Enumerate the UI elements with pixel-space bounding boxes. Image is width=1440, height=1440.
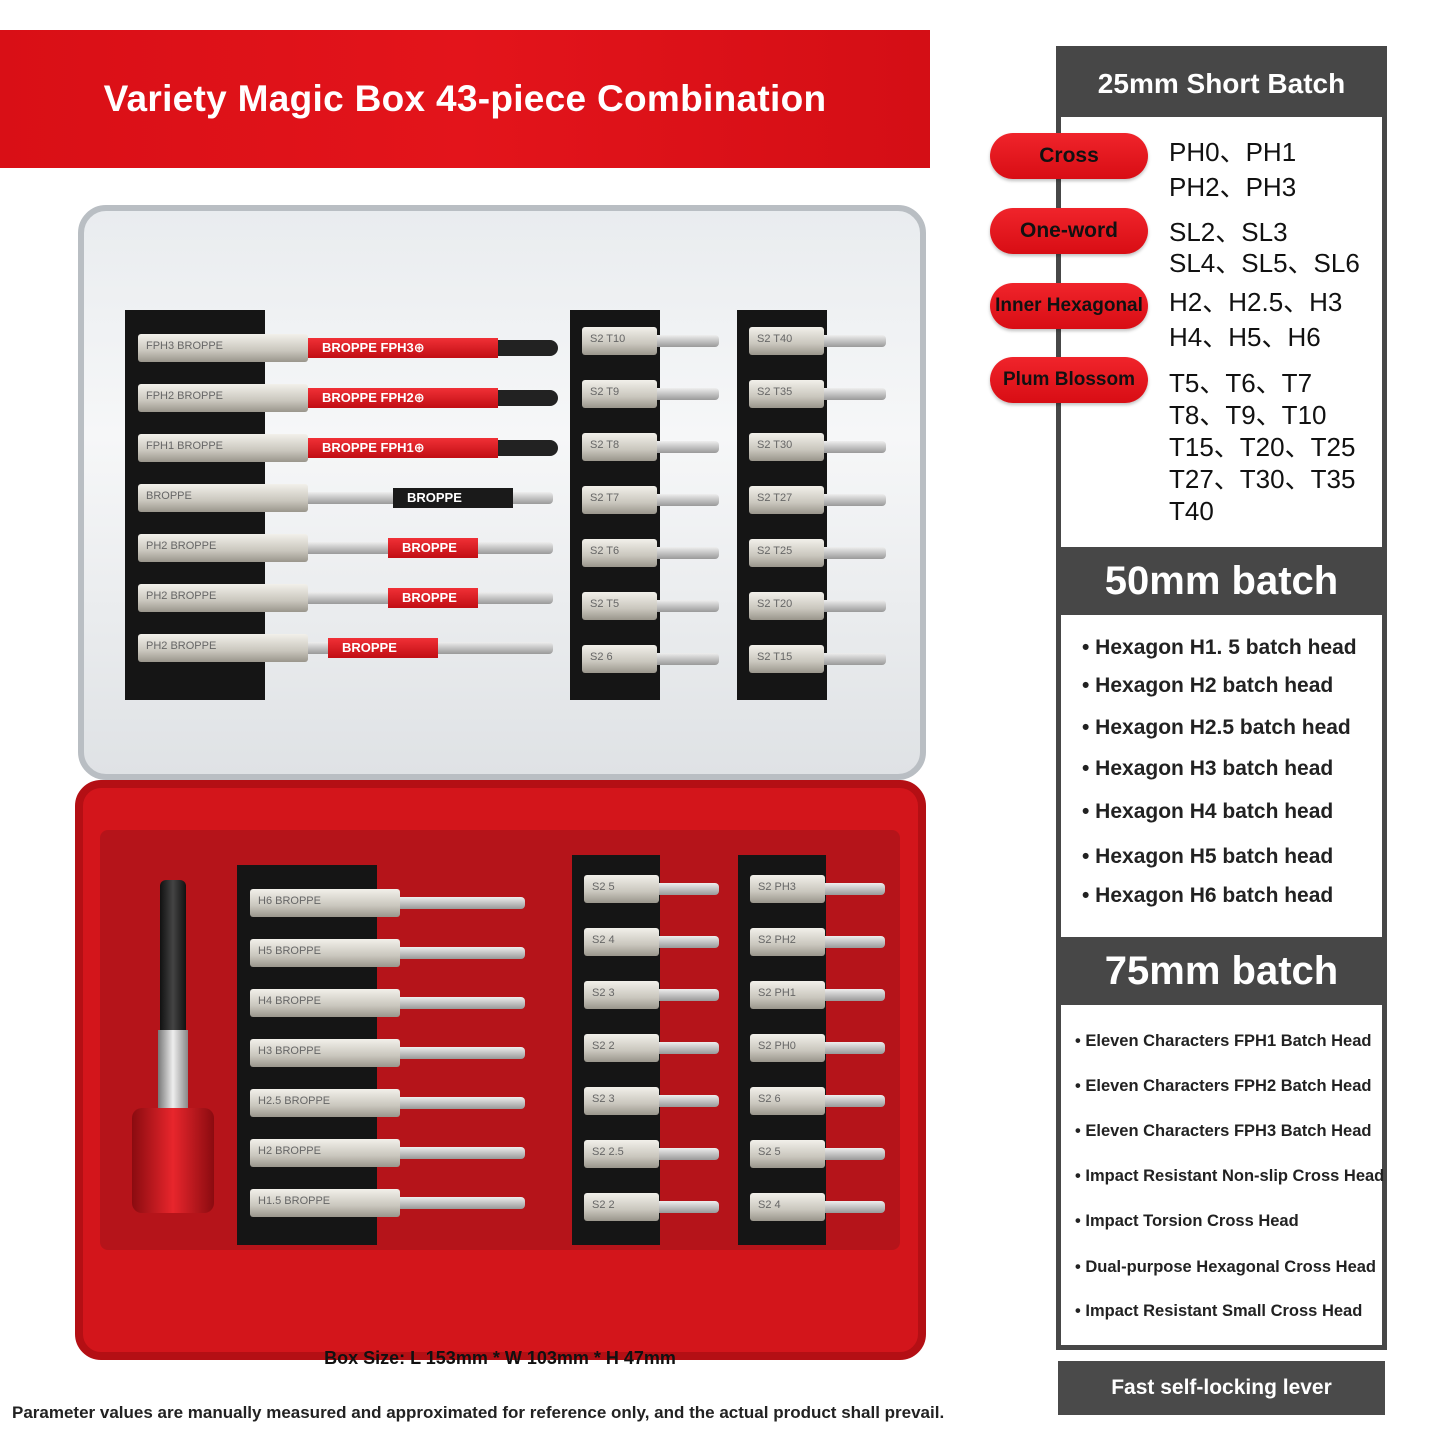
75mm-item: • Eleven Characters FPH2 Batch Head [1075,1077,1372,1095]
75mm-item: • Impact Torsion Cross Head [1075,1212,1299,1230]
bit-band-label: BROPPE FPH1⊕ [308,438,498,458]
bit-label: S2 PH3 [758,881,796,893]
bit-label: BROPPE [146,490,192,502]
short-batch-header: 25mm Short Batch [1061,51,1382,117]
75mm-item: • Impact Resistant Non-slip Cross Head [1075,1167,1385,1185]
category-one-word: One-word [990,208,1148,254]
hexagonal-codes: H2、H2.5、H3 H4、H5、H6 [1169,287,1343,352]
75mm-item: • Dual-purpose Hexagonal Cross Head [1075,1258,1377,1276]
title-banner: Variety Magic Box 43-piece Combination [0,30,930,168]
75mm-item: • Impact Resistant Small Cross Head [1075,1302,1363,1320]
banner-title: Variety Magic Box 43-piece Combination [103,78,827,119]
bit-label: S2 T35 [757,386,793,398]
bit-label: S2 T6 [590,545,620,557]
bit-label: S2 4 [758,1199,781,1211]
bit-label: S2 T15 [757,651,793,663]
50mm-batch-header: 50mm batch [1061,547,1382,615]
50mm-item: • Hexagon H1. 5 batch head [1082,636,1357,659]
bit-label: H5 BROPPE [258,945,321,957]
bit-label: S2 T8 [590,439,620,451]
bit-label: S2 3 [592,1093,615,1105]
bit-label: PH2 BROPPE [146,640,217,652]
bit-label: S2 T30 [757,439,793,451]
bit-label: H2 BROPPE [258,1145,321,1157]
box-size: Box Size: L 153mm * W 103mm * H 47mm [324,1348,676,1368]
plum-codes: T5、T6、T7 T8、T9、T10 T15、T20、T25 T27、T30、T35 T… [1169,368,1356,526]
bit-label: S2 5 [592,881,615,893]
bit-label: FPH2 BROPPE [146,390,224,402]
bit-label: S2 4 [592,934,615,946]
one-word-codes: SL2、SL3 SL4、SL5、SL6 [1169,217,1360,278]
spec-panel: 25mm Short Batch 50mm batch 75mm batch [1056,46,1387,1350]
bit-label: H3 BROPPE [258,1045,321,1057]
75mm-item: • Eleven Characters FPH3 Batch Head [1075,1122,1372,1140]
50mm-item: • Hexagon H3 batch head [1082,757,1334,780]
50mm-item: • Hexagon H4 batch head [1082,800,1334,823]
bit-label: H6 BROPPE [258,895,321,907]
disclaimer: Parameter values are manually measured a… [12,1403,945,1422]
bit-label: S2 3 [592,987,615,999]
bit-label: H1.5 BROPPE [258,1195,331,1207]
bit-label: S2 T5 [590,598,620,610]
bit-label: S2 T25 [757,545,793,557]
bit-band-label: BROPPE [328,638,438,658]
bit-label: S2 2 [592,1040,615,1052]
bit-label: S2 2 [592,1199,615,1211]
50mm-item: • Hexagon H2 batch head [1082,674,1334,697]
bit-label: S2 6 [758,1093,781,1105]
75mm-batch-header: 75mm batch [1061,937,1382,1005]
bit-band-label: BROPPE FPH3⊕ [308,338,498,358]
category-cross: Cross [990,133,1148,179]
50mm-item: • Hexagon H5 batch head [1082,845,1334,868]
bit-band-label: BROPPE [388,588,478,608]
bit-label: S2 T27 [757,492,793,504]
bit-label: S2 T10 [590,333,626,345]
bit-label: PH2 BROPPE [146,590,217,602]
50mm-item: • Hexagon H2.5 batch head [1082,716,1351,739]
bit-label: S2 T40 [757,333,793,345]
bit-label: H2.5 BROPPE [258,1095,331,1107]
cross-codes: PH0、PH1 PH2、PH3 [1169,137,1297,202]
bit-label: S2 PH2 [758,934,796,946]
bit-label: S2 T20 [757,598,793,610]
fast-self-locking-lever-label: Fast self-locking lever [1058,1361,1385,1415]
bit-label: H4 BROPPE [258,995,321,1007]
bit-label: FPH1 BROPPE [146,440,224,452]
bit-label: S2 6 [590,651,613,663]
bit-band-label: BROPPE [388,538,478,558]
bit-label: S2 PH1 [758,987,796,999]
bit-label: S2 2.5 [592,1146,624,1158]
bit-label: PH2 BROPPE [146,540,217,552]
bit-band-label: BROPPE FPH2⊕ [308,388,498,408]
bit-label: S2 5 [758,1146,781,1158]
bit-label: S2 T7 [590,492,620,504]
bit-band-label: BROPPE [393,488,513,508]
50mm-item: • Hexagon H6 batch head [1082,884,1334,907]
category-plum-blossom: Plum Blossom [990,357,1148,403]
bit-label: S2 T9 [590,386,620,398]
bit-label: FPH3 BROPPE [146,340,224,352]
magnetic-adapter [132,880,214,1215]
bit-label: S2 PH0 [758,1040,796,1052]
75mm-item: • Eleven Characters FPH1 Batch Head [1075,1032,1372,1050]
category-inner-hexagonal: Inner Hexagonal [990,283,1148,329]
